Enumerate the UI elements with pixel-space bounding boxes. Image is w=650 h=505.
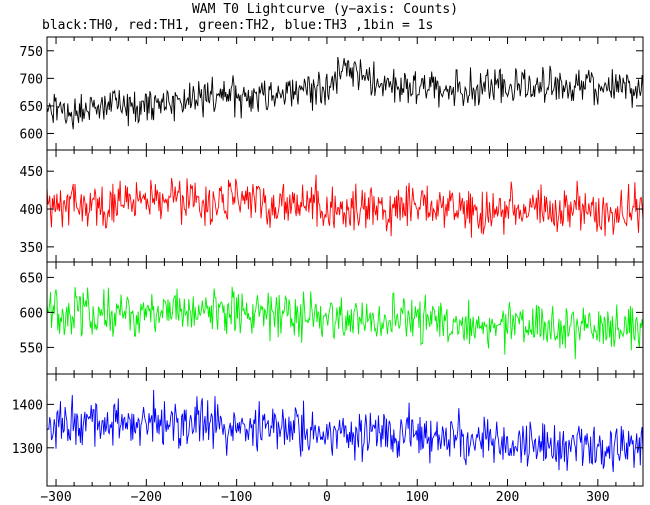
y-tick-label: 1300 [12,442,43,457]
y-tick-label: 600 [20,306,43,321]
y-tick-label: 750 [20,45,43,60]
panel-frame [46,36,644,151]
x-tick-label: 100 [406,490,429,505]
x-tick-label: −100 [221,490,252,505]
y-tick-label: 450 [20,165,43,180]
series-line-th2 [47,286,643,360]
panel-frame [46,149,644,263]
chart-title: WAM T0 Lightcurve (y−axis: Counts) [191,2,459,17]
x-tick-label: 300 [586,490,609,505]
panel-th1: 350 400 450 [20,149,644,263]
x-tick-label: −200 [131,490,162,505]
x-tick-label: 200 [496,490,519,505]
chart-subtitle: black:TH0, red:TH1, green:TH2, blue:TH3 … [42,18,434,33]
series-line-th1 [47,174,643,238]
y-tick-label: 650 [20,100,43,115]
x-tick-label: 0 [323,490,331,505]
x-tick-label: −300 [40,490,71,505]
y-tick-label: 400 [20,203,43,218]
y-tick-label: 350 [20,241,43,256]
y-tick-label: 650 [20,271,43,286]
y-tick-label: 600 [20,127,43,142]
y-tick-label: 1400 [12,398,43,413]
y-tick-label: 550 [20,341,43,356]
series-line-th0 [47,56,643,130]
panel-th2: 550 600 650 [20,261,644,375]
panel-th0: 600 650 700 750 [20,36,644,151]
series-line-th3 [47,389,643,473]
panel-th3: 1300 1400 [12,373,644,487]
y-tick-label: 700 [20,72,43,87]
